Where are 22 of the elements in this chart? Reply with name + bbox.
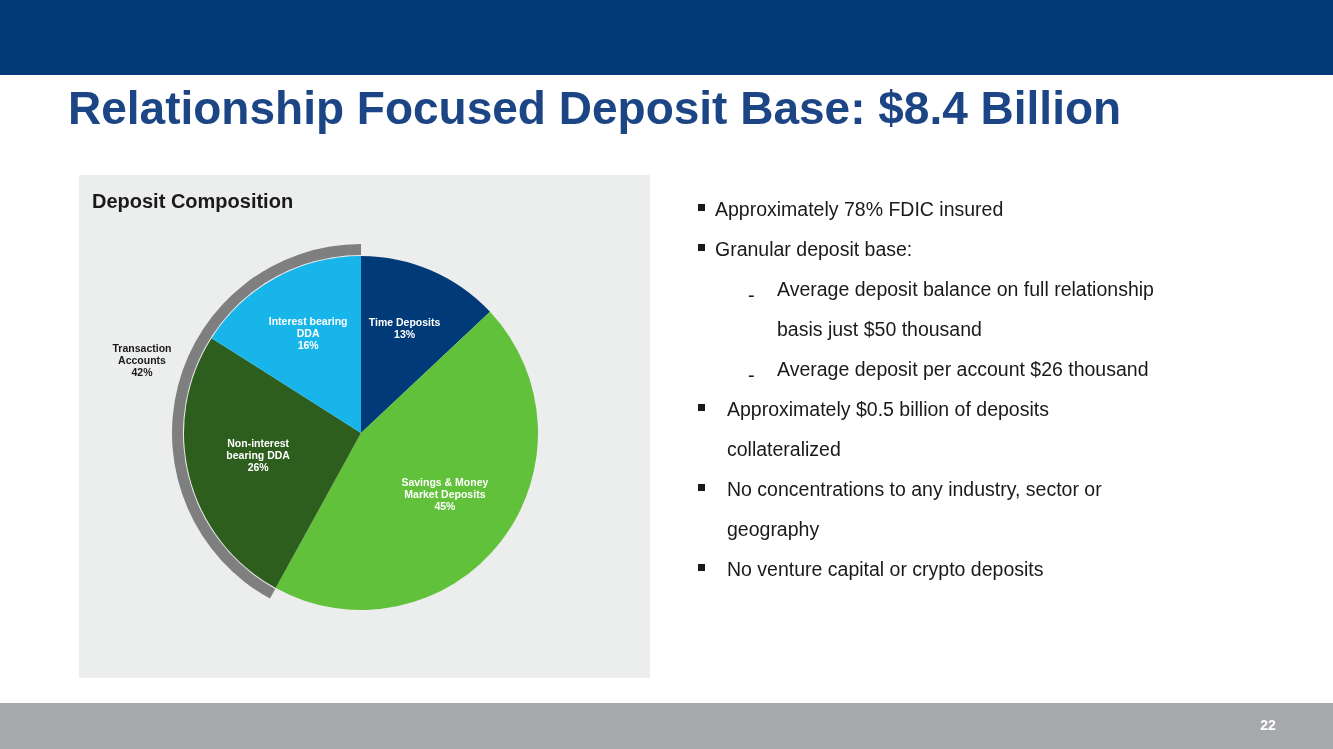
pie-slice <box>184 338 361 589</box>
text: No concentrations to any industry, sector or geography <box>727 478 1103 540</box>
data-label: 13% <box>394 328 416 341</box>
text: - Average deposit per account $26 thousand <box>748 358 1149 386</box>
slice-label: Interest bearing DDA <box>268 314 348 339</box>
text: Transaction Accounts 42% <box>112 342 172 378</box>
text: No venture capital or crypto deposits <box>727 558 1044 580</box>
chart-subtitle: Deposit Composition <box>92 190 294 212</box>
data-label: 45% <box>434 500 457 513</box>
text: Approximately 78% FDIC insured <box>715 198 1004 220</box>
text: Approximately $0.5 billion of deposits collateralized <box>727 398 1050 460</box>
text: 22 <box>1260 717 1276 733</box>
data-label: 26% <box>247 461 270 474</box>
slice-label: Time Deposits <box>368 316 441 329</box>
pie-slice <box>361 256 491 433</box>
data-label: 16% <box>297 338 320 351</box>
pie-slice <box>211 256 361 433</box>
chart-title: Relationship Focused Deposit Base: $8.4 Billion <box>68 82 1122 134</box>
text: - Average deposit balance on full relationship basis just $50 thousand <box>748 278 1155 340</box>
slice-label: Non-interest bearing DDA <box>226 437 291 462</box>
text: Granular deposit base: <box>715 238 913 260</box>
slice-label: Savings & Money Market Deposits <box>401 476 489 501</box>
